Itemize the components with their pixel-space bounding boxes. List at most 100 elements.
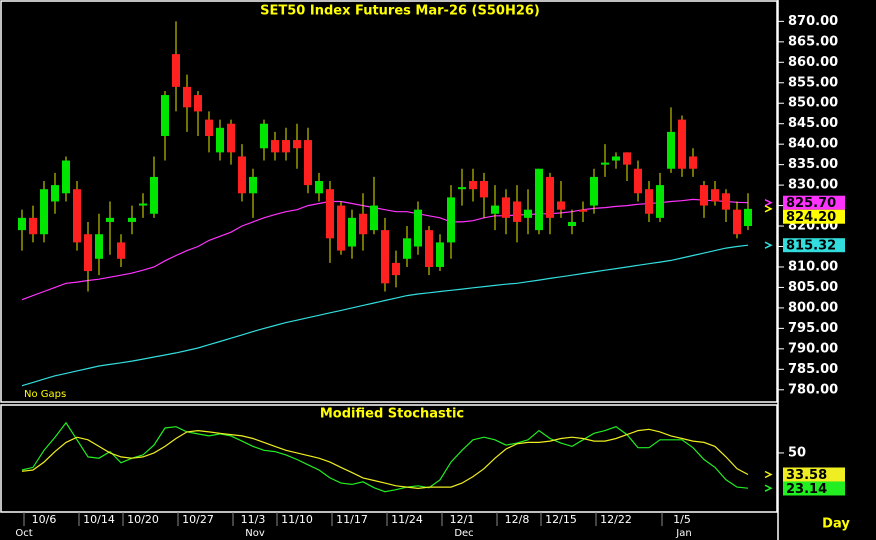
- line: [21, 428, 749, 490]
- candle-body: [381, 230, 389, 284]
- candle-body: [392, 262, 400, 276]
- value-label: 33.58: [786, 468, 827, 483]
- candle-body: [590, 176, 598, 206]
- candle-body: [678, 119, 686, 169]
- y-tick-label: 855.00: [788, 75, 838, 90]
- marker-arrow: [764, 241, 773, 249]
- month-label: Oct: [15, 528, 32, 539]
- candle-body: [293, 140, 301, 149]
- candle-body: [491, 205, 499, 214]
- y-tick-label: 840.00: [788, 137, 838, 152]
- candle-body: [656, 185, 664, 218]
- candle-body: [260, 123, 268, 149]
- y-tick-label: 805.00: [788, 280, 838, 295]
- y-tick-label: 790.00: [788, 341, 838, 356]
- x-tick-label: 11/24: [391, 513, 423, 526]
- x-tick-label: 12/1: [450, 513, 475, 526]
- candle-body: [447, 197, 455, 243]
- candle-body: [40, 189, 48, 235]
- candle-body: [733, 209, 741, 235]
- candle-body: [689, 156, 697, 169]
- value-label-box: [783, 195, 845, 210]
- panel-title: Modified Stochastic: [320, 407, 464, 422]
- candle-body: [84, 234, 92, 272]
- candle-body: [106, 217, 114, 222]
- candle-body: [337, 205, 345, 251]
- y-tick-label: 780.00: [788, 382, 838, 397]
- value-label: 824.20: [786, 210, 836, 225]
- candle-body: [183, 86, 191, 108]
- candle-body: [282, 140, 290, 153]
- y-tick-label: 50: [788, 445, 806, 460]
- y-tick-label: 785.00: [788, 362, 838, 377]
- candle-body: [205, 119, 213, 136]
- price-panel: [0, 0, 778, 403]
- marker-arrow: [764, 199, 773, 207]
- month-label: Jan: [675, 528, 691, 539]
- candle-body: [238, 156, 246, 194]
- candle-body: [359, 213, 367, 235]
- x-tick-label: 12/22: [600, 513, 632, 526]
- y-tick-label: 795.00: [788, 321, 838, 336]
- marker-arrow: [764, 470, 773, 479]
- y-tick-label: 835.00: [788, 157, 838, 172]
- month-label: Nov: [245, 528, 265, 539]
- candle-body: [722, 193, 730, 210]
- annotation: No Gaps: [24, 389, 66, 400]
- candle-body: [535, 168, 543, 231]
- candle-body: [18, 217, 26, 231]
- value-label-box: [783, 238, 845, 253]
- candle-body: [216, 127, 224, 153]
- candle-body: [194, 95, 202, 112]
- candle-body: [524, 209, 532, 218]
- x-tick-label: 10/6: [32, 513, 57, 526]
- line: [21, 198, 749, 301]
- candle-body: [557, 201, 565, 210]
- candle-body: [172, 54, 180, 87]
- candle-body: [315, 181, 323, 194]
- candle-body: [414, 209, 422, 247]
- candle-body: [348, 217, 356, 247]
- marker-arrow: [764, 484, 773, 492]
- candle-body: [458, 187, 466, 190]
- candle-body: [502, 197, 510, 218]
- candle-body: [634, 168, 642, 194]
- candle-body: [480, 181, 488, 198]
- x-axis-label: Day: [822, 517, 850, 532]
- x-tick-label: 11/10: [281, 513, 313, 526]
- candle-body: [667, 131, 675, 169]
- candle-body: [403, 238, 411, 259]
- candle-body: [612, 156, 620, 161]
- x-tick-label: 10/27: [182, 513, 214, 526]
- candle-body: [117, 242, 125, 259]
- candle-body: [304, 140, 312, 186]
- candle-body: [469, 181, 477, 190]
- y-tick-label: 830.00: [788, 178, 838, 193]
- x-tick-label: 10/14: [83, 513, 115, 526]
- candle-body: [579, 209, 587, 212]
- candle-body: [623, 152, 631, 165]
- y-tick-label: 850.00: [788, 96, 838, 111]
- candle-body: [513, 201, 521, 222]
- chart-title: SET50 Index Futures Mar-26 (S50H26): [260, 4, 540, 19]
- y-tick-label: 845.00: [788, 116, 838, 131]
- y-tick-label: 870.00: [788, 14, 838, 29]
- candle-body: [227, 123, 235, 153]
- candle-body: [568, 221, 576, 227]
- x-tick-label: 11/3: [241, 513, 266, 526]
- candle-body: [161, 95, 169, 136]
- marker-arrow: [764, 205, 773, 213]
- candle-body: [62, 160, 70, 194]
- candle-body: [436, 242, 444, 267]
- candle-body: [546, 176, 554, 218]
- candle-body: [370, 205, 378, 231]
- x-tick-label: 1/5: [673, 513, 691, 526]
- candle-body: [711, 189, 719, 202]
- y-tick-label: 865.00: [788, 34, 838, 49]
- candle-body: [128, 217, 136, 222]
- value-label-box: [783, 209, 845, 224]
- value-label-box: [783, 467, 845, 482]
- line: [21, 244, 749, 387]
- candle-body: [51, 185, 59, 202]
